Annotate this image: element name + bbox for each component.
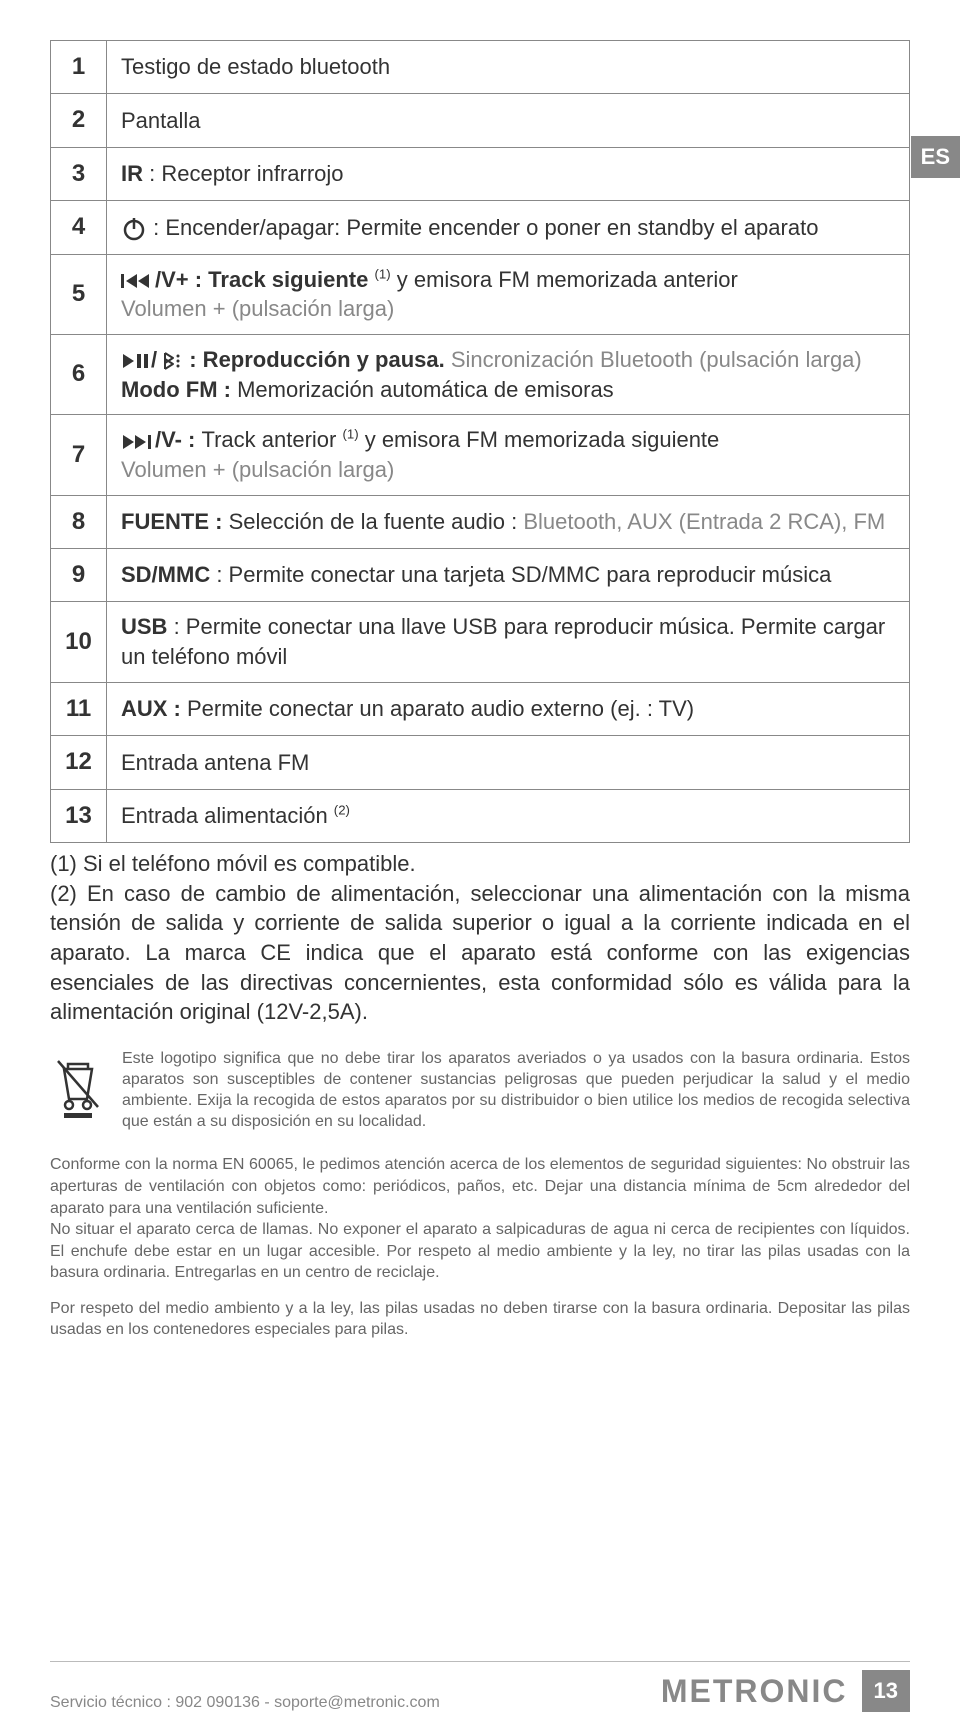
- table-row: 8FUENTE : Selección de la fuente audio :…: [51, 495, 910, 548]
- row-content: / : Reproducción y pausa. Sincronización…: [107, 334, 910, 414]
- row-number: 11: [51, 682, 107, 735]
- text-line: (1) Si el teléfono móvil es compatible.: [50, 851, 416, 876]
- text-fragment: USB: [121, 614, 167, 639]
- row-content: FUENTE : Selección de la fuente audio : …: [107, 495, 910, 548]
- weee-text: Este logotipo significa que no debe tira…: [122, 1049, 910, 1132]
- text-fragment: : Permite conectar una llave USB para re…: [121, 614, 885, 669]
- row-content: AUX : Permite conectar un aparato audio …: [107, 682, 910, 735]
- text-fragment: Pantalla: [121, 108, 201, 133]
- text-fragment: Selección de la fuente audio :: [229, 509, 524, 534]
- row-content: : Encender/apagar: Permite encender o po…: [107, 201, 910, 254]
- row-content: USB : Permite conectar una llave USB par…: [107, 602, 910, 682]
- text-fragment: Entrada antena FM: [121, 750, 309, 775]
- text-fragment: Modo FM :: [121, 377, 237, 402]
- table-row: 7/V- : Track anterior (1) y emisora FM m…: [51, 415, 910, 495]
- page-footer: Servicio técnico : 902 090136 - soporte@…: [50, 1661, 910, 1712]
- table-row: 4 : Encender/apagar: Permite encender o …: [51, 201, 910, 254]
- text-fragment: (1): [374, 266, 390, 281]
- text-fragment: : Encender/apagar: Permite encender o po…: [147, 215, 818, 240]
- battery-note: Por respeto del medio ambiento y a la le…: [50, 1298, 910, 1341]
- text-line: Conforme con la norma EN 60065, le pedim…: [50, 1156, 910, 1216]
- text-fragment: FUENTE :: [121, 509, 229, 534]
- row-number: 5: [51, 254, 107, 334]
- text-fragment: : Reproducción y pausa.: [183, 347, 451, 372]
- row-content: /V+ : Track siguiente (1) y emisora FM m…: [107, 254, 910, 334]
- text-fragment: Permite conectar un aparato audio extern…: [187, 696, 694, 721]
- text-fragment: Volumen + (pulsación larga): [121, 296, 394, 321]
- text-line: (2) En caso de cambio de alimentación, s…: [50, 881, 910, 1025]
- text-fragment: Memorización automática de emisoras: [237, 377, 614, 402]
- play-pause-icon: [121, 347, 151, 372]
- table-row: 2 Pantalla: [51, 94, 910, 147]
- row-content: /V- : Track anterior (1) y emisora FM me…: [107, 415, 910, 495]
- row-number: 9: [51, 549, 107, 602]
- row-number: 10: [51, 602, 107, 682]
- footnotes: (1) Si el teléfono móvil es compatible. (…: [50, 849, 910, 1027]
- weee-icon: [50, 1049, 106, 1124]
- text-fragment: : Permite conectar una tarjeta SD/MMC pa…: [210, 562, 831, 587]
- row-number: 2: [51, 94, 107, 147]
- text-fragment: Entrada alimentación: [121, 803, 334, 828]
- features-table: 1Testigo de estado bluetooth2Pantalla3IR…: [50, 40, 910, 843]
- table-row: 11AUX : Permite conectar un aparato audi…: [51, 682, 910, 735]
- table-row: 13Entrada alimentación (2): [51, 789, 910, 842]
- prev-track-icon: [121, 267, 155, 292]
- bt-dots-icon: [157, 347, 183, 372]
- text-fragment: AUX :: [121, 696, 187, 721]
- table-row: 3IR : Receptor infrarrojo: [51, 147, 910, 200]
- text-fragment: /V+ : Track siguiente: [155, 267, 374, 292]
- row-number: 13: [51, 789, 107, 842]
- text-fragment: y emisora FM memorizada siguiente: [359, 427, 720, 452]
- brand-logo: METRONIC: [661, 1673, 848, 1710]
- text-fragment: Bluetooth, AUX (Entrada 2 RCA), FM: [523, 509, 885, 534]
- table-row: 10USB : Permite conectar una llave USB p…: [51, 602, 910, 682]
- page-number: 13: [862, 1670, 910, 1712]
- text-fragment: IR: [121, 161, 143, 186]
- next-track-icon: [121, 427, 155, 452]
- row-number: 4: [51, 201, 107, 254]
- safety-text: Conforme con la norma EN 60065, le pedim…: [50, 1154, 910, 1284]
- row-content: SD/MMC : Permite conectar una tarjeta SD…: [107, 549, 910, 602]
- text-fragment: (1): [342, 427, 358, 442]
- table-row: 9SD/MMC : Permite conectar una tarjeta S…: [51, 549, 910, 602]
- weee-block: Este logotipo significa que no debe tira…: [50, 1049, 910, 1132]
- row-number: 3: [51, 147, 107, 200]
- text-fragment: /V- :: [155, 427, 201, 452]
- row-number: 1: [51, 41, 107, 94]
- text-fragment: SD/MMC: [121, 562, 210, 587]
- table-row: 12 Entrada antena FM: [51, 736, 910, 789]
- service-contact: Servicio técnico : 902 090136 - soporte@…: [50, 1694, 440, 1712]
- row-content: Entrada alimentación (2): [107, 789, 910, 842]
- row-content: IR : Receptor infrarrojo: [107, 147, 910, 200]
- row-number: 6: [51, 334, 107, 414]
- row-number: 12: [51, 736, 107, 789]
- text-fragment: : Receptor infrarrojo: [143, 161, 344, 186]
- text-fragment: Volumen + (pulsación larga): [121, 457, 394, 482]
- text-fragment: Sincronización Bluetooth (pulsación larg…: [451, 347, 862, 372]
- row-content: Entrada antena FM: [107, 736, 910, 789]
- row-number: 7: [51, 415, 107, 495]
- row-number: 8: [51, 495, 107, 548]
- text-line: No situar el aparato cerca de llamas. No…: [50, 1221, 910, 1281]
- text-fragment: y emisora FM memorizada anterior: [391, 267, 738, 292]
- language-tab: ES: [911, 136, 960, 178]
- text-fragment: (2): [334, 803, 350, 818]
- row-content: Pantalla: [107, 94, 910, 147]
- row-content: Testigo de estado bluetooth: [107, 41, 910, 94]
- text-fragment: Testigo de estado bluetooth: [121, 54, 390, 79]
- text-fragment: Track anterior: [201, 427, 342, 452]
- table-row: 5/V+ : Track siguiente (1) y emisora FM …: [51, 254, 910, 334]
- power-icon: [121, 215, 147, 240]
- table-row: 6/ : Reproducción y pausa. Sincronizació…: [51, 334, 910, 414]
- table-row: 1 Testigo de estado bluetooth: [51, 41, 910, 94]
